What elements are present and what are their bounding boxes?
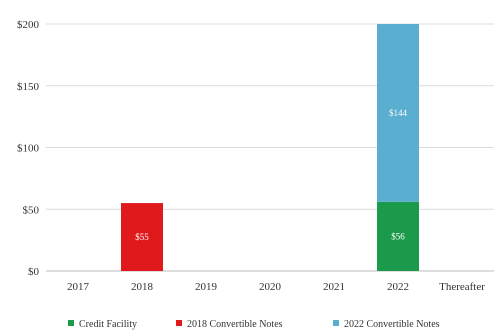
legend-swatch [176,320,182,326]
legend: Credit Facility 2018 Convertible Notes 202… [68,319,440,330]
legend-label: 2018 Convertible Notes [187,319,283,330]
y-tick-label: $50 [23,204,40,216]
x-tick-label: 2022 [387,281,409,293]
x-tick-label: 2019 [195,281,218,293]
y-tick-label: $0 [28,266,40,278]
y-tick-label: $200 [17,19,40,31]
bars: $56 $55 $144 [121,24,419,271]
x-tick-label: 2021 [323,281,345,293]
x-tick-label: 2018 [131,281,154,293]
data-label: $55 [135,232,149,242]
x-tick-label: 2017 [67,281,90,293]
data-label: $56 [391,231,405,241]
y-axis-ticks: $0 $50 $100 $150 $200 [17,19,40,278]
bar [377,24,419,202]
data-label: $144 [389,108,408,118]
y-tick-label: $100 [17,143,40,155]
x-axis-ticks: 2017 2018 2019 2020 2021 2022 Thereafter [67,281,485,293]
legend-label: 2022 Convertible Notes [344,319,440,330]
legend-label: Credit Facility [79,319,137,330]
gridlines [46,23,494,272]
x-tick-label: Thereafter [439,281,485,293]
legend-swatch [333,320,339,326]
bar [121,203,163,271]
legend-swatch [68,320,74,326]
y-tick-label: $150 [17,81,40,93]
x-tick-label: 2020 [259,281,282,293]
bar [377,201,419,271]
